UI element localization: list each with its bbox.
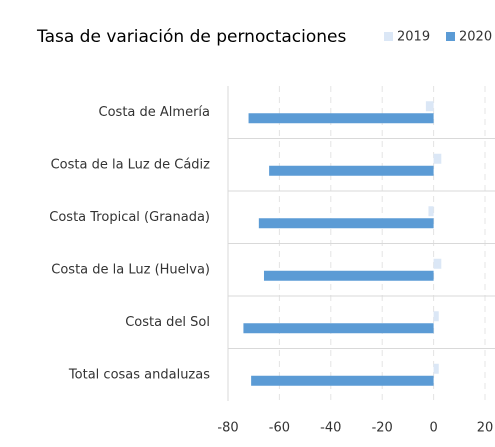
category-label: Costa de la Luz (Huelva): [51, 262, 210, 277]
x-tick-label: -40: [320, 421, 341, 436]
bar: [243, 323, 434, 334]
category-label: Costa de Almería: [99, 105, 210, 120]
category-label: Costa de la Luz de Cádiz: [51, 157, 211, 172]
legend-label: 2020: [459, 30, 492, 45]
x-tick-label: -20: [372, 421, 393, 436]
category-label: Costa Tropical (Granada): [49, 210, 210, 225]
category-label: Costa del Sol: [125, 315, 210, 330]
x-tick-label: 20: [477, 421, 494, 436]
bar: [263, 270, 434, 281]
bar: [425, 101, 434, 112]
legend-swatch: [384, 32, 393, 41]
legend-swatch: [446, 32, 455, 41]
bar: [433, 311, 439, 322]
legend-label: 2019: [397, 30, 430, 45]
x-tick-label: 0: [429, 421, 437, 436]
x-tick-label: -80: [217, 421, 238, 436]
category-label: Total cosas andaluzas: [68, 367, 210, 382]
bar: [269, 165, 434, 176]
bar: [428, 206, 434, 217]
bar: [258, 218, 434, 229]
bar: [433, 258, 442, 269]
bar: [433, 363, 439, 374]
chart-title: Tasa de variación de pernoctaciones: [36, 27, 346, 47]
x-tick-label: -60: [269, 421, 290, 436]
bar: [248, 113, 434, 124]
bar: [433, 153, 442, 164]
bar: [251, 375, 434, 386]
